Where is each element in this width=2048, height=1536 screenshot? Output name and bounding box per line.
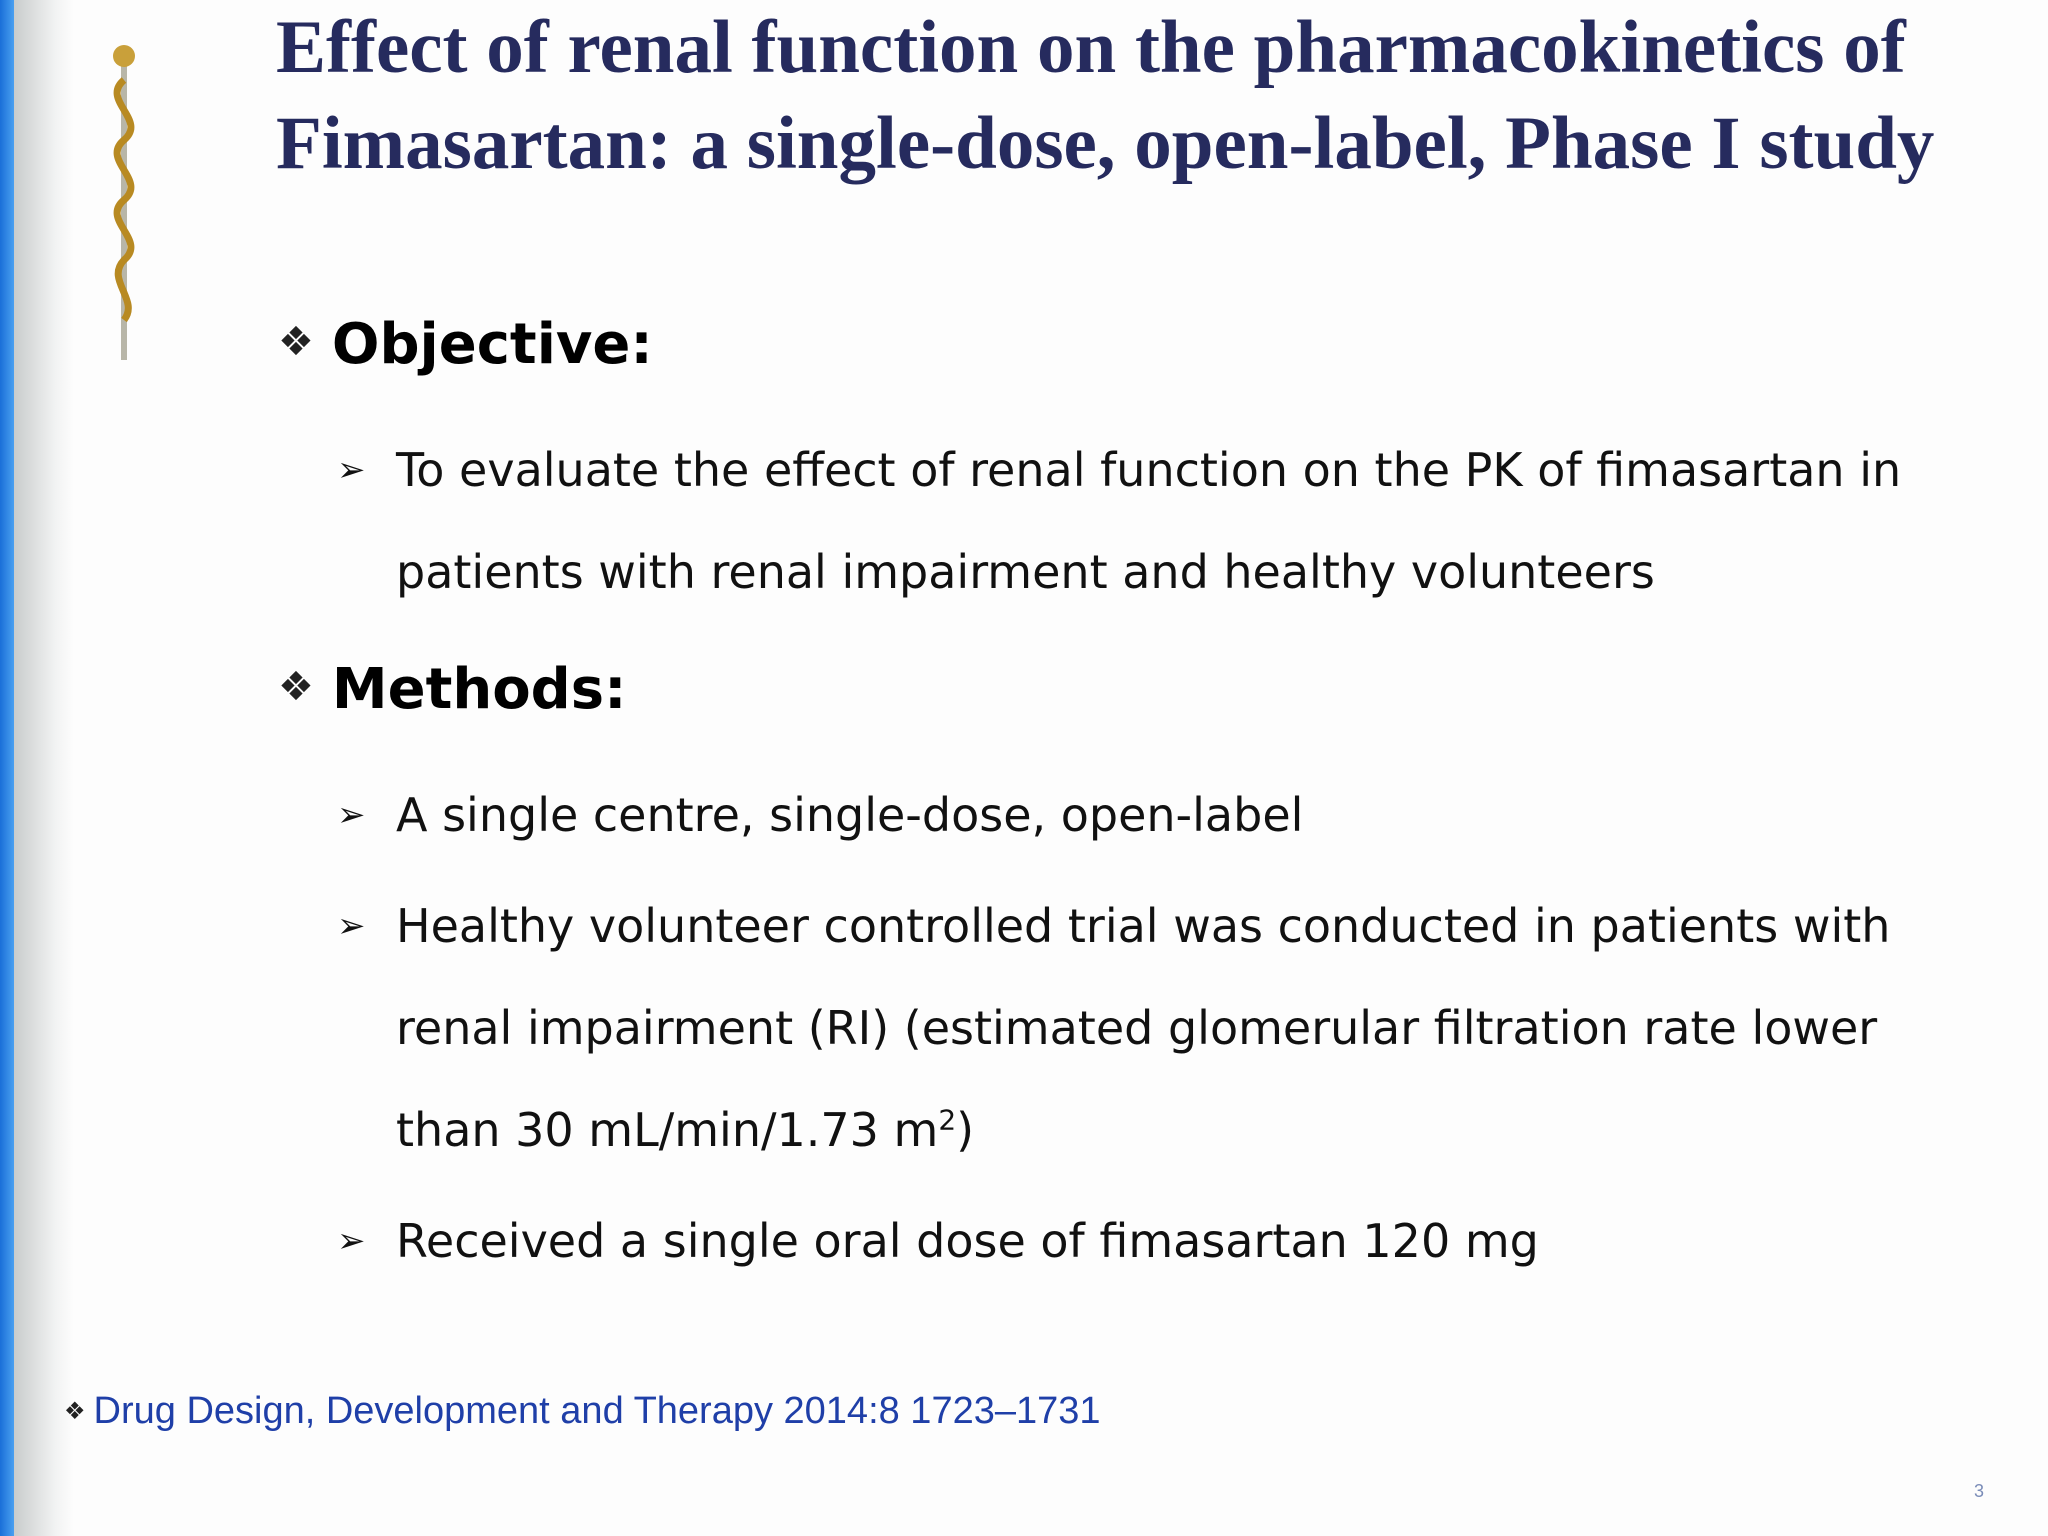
citation-text: Drug Design, Development and Therapy 201… [93, 1390, 1101, 1432]
heading-text: Methods: [331, 657, 627, 722]
bullet-text: Received a single oral dose of fimasarta… [396, 1214, 1539, 1268]
page-number: 3 [1974, 1481, 1985, 1501]
bullet: ➢ A single centre, single-dose, open-labe… [337, 764, 1917, 866]
heading-text: Objective: [331, 312, 653, 377]
title: Effect of renal function on the pharmaco… [276, 6, 1935, 185]
section-heading: ❖ Objective: [278, 312, 653, 377]
side-shade [14, 0, 74, 1536]
bullet-text: Healthy volunteer controlled trial was c… [396, 899, 1891, 1157]
bullet: ➢ To evaluate the effect of renal functio… [337, 419, 1917, 623]
section-heading: ❖ Methods: [278, 657, 627, 722]
staff-icon [113, 45, 135, 360]
bullet-text: To evaluate the effect of renal function… [396, 443, 1902, 599]
side-stripe [0, 0, 14, 1536]
bullet-text: A single centre, single-dose, open-label [396, 788, 1304, 842]
superscript: 2 [938, 1103, 957, 1137]
bullet: ➢ Healthy volunteer controlled trial was … [337, 899, 1891, 1157]
bullet: ➢ Received a single oral dose of fimasart… [337, 1190, 1917, 1292]
bullet-tail: ) [956, 1103, 975, 1157]
citation: ❖ Drug Design, Development and Therapy 20… [64, 1390, 1101, 1432]
